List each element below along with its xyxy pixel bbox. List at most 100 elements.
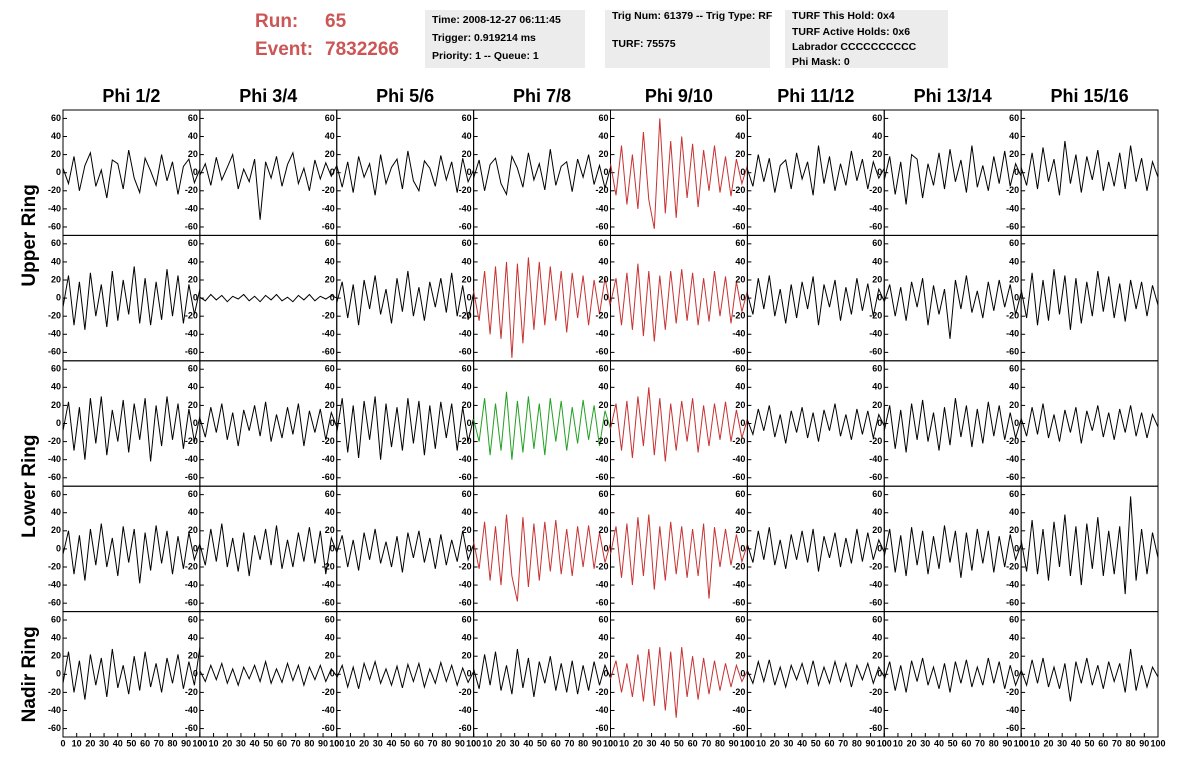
y-tick-label: -40 xyxy=(459,705,472,715)
y-tick-label: 20 xyxy=(735,274,745,284)
y-tick-label: 0 xyxy=(877,292,882,302)
y-tick-label: -20 xyxy=(459,311,472,321)
info-line: Phi Mask: 0 xyxy=(792,56,850,68)
x-tick-label: 60 xyxy=(140,738,150,748)
x-tick-label: 30 xyxy=(373,738,383,748)
y-tick-label: -20 xyxy=(595,185,608,195)
y-tick-label: 0 xyxy=(603,669,608,679)
waveform xyxy=(336,150,475,196)
info-line: Time: 2008-12-27 06:11:45 xyxy=(432,14,561,26)
y-tick-label: 20 xyxy=(325,651,335,661)
y-tick-label: -40 xyxy=(595,329,608,339)
y-tick-label: 20 xyxy=(598,149,608,159)
y-tick-label: 40 xyxy=(735,632,745,642)
y-tick-label: -20 xyxy=(869,561,882,571)
x-tick-label: 0 xyxy=(60,738,65,748)
column-title: Phi 11/12 xyxy=(777,86,854,106)
y-tick-label: 20 xyxy=(325,149,335,159)
run-label: Run: xyxy=(255,11,298,32)
y-tick-label: 60 xyxy=(872,238,882,248)
y-tick-label: -60 xyxy=(48,472,61,482)
y-tick-label: -20 xyxy=(869,311,882,321)
panel-frame xyxy=(62,234,201,362)
y-tick-label: -20 xyxy=(1006,436,1019,446)
y-tick-label: 20 xyxy=(598,400,608,410)
y-tick-label: -40 xyxy=(322,454,335,464)
y-tick-label: 40 xyxy=(1009,382,1019,392)
y-tick-label: 0 xyxy=(1014,167,1019,177)
x-tick-label: 40 xyxy=(660,738,670,748)
y-tick-label: -60 xyxy=(185,347,198,357)
y-tick-label: 20 xyxy=(1009,149,1019,159)
y-tick-label: 20 xyxy=(51,149,61,159)
y-tick-label: -60 xyxy=(732,723,745,733)
y-tick-label: 20 xyxy=(51,400,61,410)
x-tick-label: 20 xyxy=(1043,738,1053,748)
x-tick-label: 50 xyxy=(126,738,136,748)
y-tick-label: 60 xyxy=(598,238,608,248)
y-tick-label: 40 xyxy=(872,131,882,141)
x-tick-label: 100 xyxy=(466,738,481,748)
y-tick-label: 60 xyxy=(462,614,472,624)
y-tick-label: 40 xyxy=(188,507,198,517)
waveform xyxy=(1020,403,1159,444)
y-tick-label: -40 xyxy=(869,329,882,339)
y-tick-label: -60 xyxy=(459,221,472,231)
y-tick-label: 40 xyxy=(188,632,198,642)
x-tick-label: 100 xyxy=(1150,738,1165,748)
y-tick-label: -20 xyxy=(1006,311,1019,321)
y-tick-label: -40 xyxy=(185,454,198,464)
y-tick-label: -40 xyxy=(48,705,61,715)
info-line: TURF Active Holds: 0x6 xyxy=(792,26,910,38)
y-tick-label: 0 xyxy=(56,292,61,302)
y-tick-label: 40 xyxy=(462,256,472,266)
x-tick-label: 10 xyxy=(345,738,355,748)
y-tick-label: -20 xyxy=(322,311,335,321)
panel-frame xyxy=(883,234,1022,362)
waveform xyxy=(883,525,1022,578)
y-tick-label: 40 xyxy=(188,131,198,141)
y-tick-label: -60 xyxy=(595,598,608,608)
waveform xyxy=(473,391,611,460)
waveform xyxy=(336,528,475,573)
y-tick-label: 0 xyxy=(330,292,335,302)
waveform xyxy=(1020,140,1159,196)
x-tick-label: 70 xyxy=(701,738,711,748)
x-tick-label: 10 xyxy=(1030,738,1040,748)
y-tick-label: -60 xyxy=(732,472,745,482)
y-tick-label: -20 xyxy=(48,687,61,697)
y-tick-label: -60 xyxy=(459,723,472,733)
y-tick-label: 0 xyxy=(193,543,198,553)
y-tick-label: 60 xyxy=(188,364,198,374)
waveform xyxy=(883,145,1022,205)
y-tick-label: 0 xyxy=(193,418,198,428)
column-title: Phi 1/2 xyxy=(102,86,160,106)
waveform xyxy=(199,523,338,577)
y-tick-label: 20 xyxy=(872,651,882,661)
y-tick-label: 40 xyxy=(598,382,608,392)
y-tick-label: -60 xyxy=(869,598,882,608)
y-tick-label: 60 xyxy=(1009,489,1019,499)
x-tick-label: 0 xyxy=(471,738,476,748)
y-tick-label: -40 xyxy=(732,579,745,589)
x-tick-label: 40 xyxy=(934,738,944,748)
y-tick-label: -60 xyxy=(732,347,745,357)
y-tick-label: 0 xyxy=(56,543,61,553)
y-tick-label: 0 xyxy=(330,669,335,679)
y-tick-label: 60 xyxy=(325,238,335,248)
y-tick-label: -20 xyxy=(732,561,745,571)
column-title: Phi 13/14 xyxy=(914,86,992,106)
y-tick-label: 60 xyxy=(325,364,335,374)
y-tick-label: 20 xyxy=(462,525,472,535)
y-tick-label: 40 xyxy=(598,256,608,266)
y-tick-label: 60 xyxy=(188,113,198,123)
x-tick-label: 50 xyxy=(1085,738,1095,748)
y-tick-label: -40 xyxy=(48,454,61,464)
y-tick-label: 40 xyxy=(872,382,882,392)
waveform xyxy=(610,263,748,342)
y-tick-label: -20 xyxy=(459,436,472,446)
y-tick-label: -20 xyxy=(48,185,61,195)
y-tick-label: 60 xyxy=(51,238,61,248)
y-tick-label: -60 xyxy=(595,723,608,733)
x-tick-label: 60 xyxy=(961,738,971,748)
